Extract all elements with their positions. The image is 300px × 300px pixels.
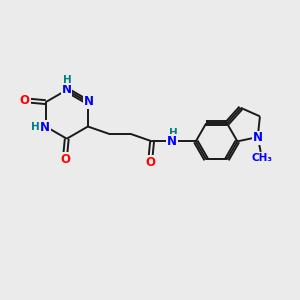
Text: N: N [84,95,94,108]
Text: H: H [169,128,178,138]
Text: N: N [62,83,72,96]
Text: N: N [253,131,263,144]
Text: H: H [31,122,40,132]
Text: CH₃: CH₃ [251,153,272,163]
Text: O: O [60,153,70,166]
Text: O: O [146,156,156,169]
Text: N: N [40,121,50,134]
Text: O: O [20,94,30,107]
Text: N: N [167,135,177,148]
Text: H: H [63,75,72,85]
